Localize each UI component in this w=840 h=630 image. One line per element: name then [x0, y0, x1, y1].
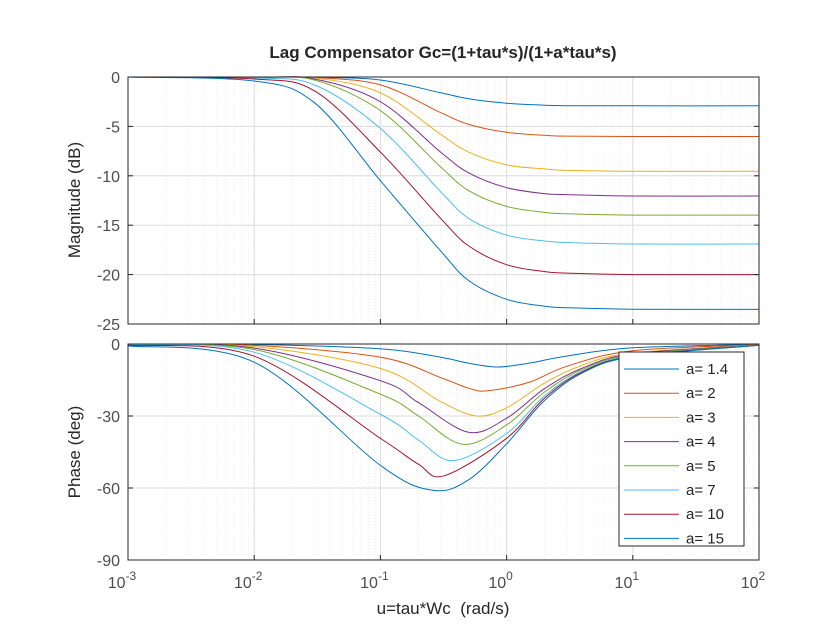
phase-line-1 — [127, 343, 760, 392]
magnitude-y-axis-label: Magnitude (dB) — [65, 142, 84, 258]
x-tick-base: 10 — [741, 575, 759, 592]
magnitude-y-ticks: 0 -5 -10 -15 -20 -25 — [97, 70, 759, 334]
x-tick-exponent: 2 — [759, 569, 766, 583]
phase-line-4 — [127, 343, 760, 445]
legend-label: a= 15 — [686, 530, 724, 547]
legend-label: a= 10 — [686, 506, 724, 523]
legend-label: a= 2 — [686, 385, 716, 402]
magnitude-plot-frame — [127, 76, 760, 325]
magnitude-grid — [127, 76, 759, 325]
phase-series — [127, 343, 760, 492]
phase-line-3 — [127, 343, 760, 434]
legend-label: a= 3 — [686, 409, 716, 426]
magnitude-line-0 — [127, 76, 760, 107]
phase-line-7 — [127, 344, 760, 492]
legend-label: a= 4 — [686, 434, 716, 451]
x-tick-base: 10 — [108, 575, 126, 592]
magnitude-y-tick-label: 0 — [111, 70, 120, 87]
phase-line-2 — [127, 343, 760, 417]
x-tick-base: 10 — [360, 575, 378, 592]
magnitude-line-1 — [127, 76, 759, 138]
magnitude-y-tick-label: -20 — [97, 268, 120, 285]
x-axis-label: u=tau*Wc (rad/s) — [377, 599, 510, 618]
magnitude-line-2 — [127, 76, 760, 172]
phase-y-ticks: 0 -30 -60 -90 — [97, 337, 759, 570]
magnitude-line-5 — [127, 76, 760, 245]
phase-y-axis-label: Phase (deg) — [65, 406, 84, 499]
x-tick-label: 10-2 — [234, 569, 263, 592]
x-tick-label: 10-3 — [108, 569, 137, 592]
x-tick-base: 10 — [488, 575, 506, 592]
phase-y-tick-label: -90 — [97, 553, 120, 570]
legend: a= 1.4 a= 2 a= 3 a= 4 a= 5 a= 7 a= 10 a= 15 — [618, 351, 745, 547]
magnitude-line-6 — [127, 76, 760, 276]
phase-line-0 — [127, 343, 760, 368]
phase-y-tick-label: -30 — [97, 409, 120, 426]
legend-label: a= 7 — [686, 482, 716, 499]
x-tick-label: 101 — [615, 569, 640, 592]
x-axis-ticks: 10-3 10-2 10-1 100 101 102 — [108, 319, 766, 592]
x-tick-exponent: -2 — [252, 569, 263, 583]
x-tick-exponent: -1 — [378, 569, 389, 583]
x-tick-label: 10-1 — [360, 569, 389, 592]
legend-label: a= 1.4 — [686, 361, 728, 378]
x-tick-exponent: -3 — [126, 569, 137, 583]
x-tick-label: 102 — [741, 569, 766, 592]
phase-line-5 — [127, 344, 760, 462]
magnitude-y-tick-label: -5 — [106, 119, 120, 136]
x-tick-label: 100 — [488, 569, 513, 592]
phase-y-tick-label: -60 — [97, 481, 120, 498]
x-tick-base: 10 — [615, 575, 633, 592]
phase-plot-frame — [127, 343, 760, 561]
x-tick-exponent: 0 — [506, 569, 513, 583]
x-tick-exponent: 1 — [632, 569, 639, 583]
legend-box — [618, 351, 745, 547]
magnitude-y-tick-label: -10 — [97, 169, 120, 186]
magnitude-line-7 — [127, 76, 760, 310]
legend-label: a= 5 — [686, 458, 716, 475]
chart-title: Lag Compensator Gc=(1+tau*s)/(1+a*tau*s) — [269, 43, 616, 62]
magnitude-y-tick-label: -15 — [97, 218, 120, 235]
magnitude-y-tick-label: -25 — [97, 317, 120, 334]
phase-y-tick-label: 0 — [111, 337, 120, 354]
phase-line-6 — [127, 344, 760, 478]
x-tick-base: 10 — [234, 575, 252, 592]
